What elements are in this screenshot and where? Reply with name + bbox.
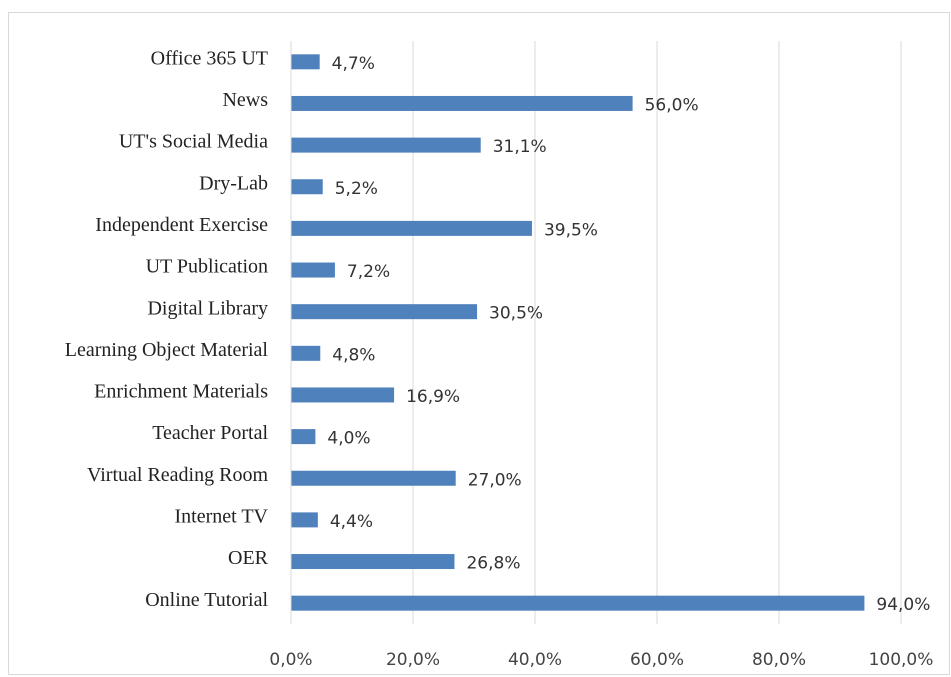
data-label: 16,9%: [406, 387, 460, 407]
data-label: 56,0%: [645, 95, 699, 115]
category-label: Independent Exercise: [95, 214, 268, 236]
data-label: 7,2%: [347, 262, 390, 282]
category-label: OER: [228, 547, 269, 569]
data-label: 94,0%: [876, 595, 930, 615]
bar: [291, 137, 481, 153]
x-tick-label: 40,0%: [508, 650, 562, 670]
bar: [291, 512, 318, 528]
category-label: Online Tutorial: [145, 589, 268, 611]
category-label: UT Publication: [146, 256, 268, 278]
category-label: Office 365 UT: [151, 47, 268, 69]
category-label: News: [222, 89, 268, 111]
category-label: Digital Library: [147, 297, 268, 319]
data-label: 4,4%: [330, 512, 373, 532]
category-label: Internet TV: [175, 505, 269, 527]
category-label: Learning Object Material: [65, 339, 269, 361]
data-label: 4,0%: [327, 429, 370, 449]
x-tick-label: 100,0%: [869, 650, 934, 670]
bar: [291, 554, 455, 570]
bar: [291, 179, 323, 195]
category-label: UT's Social Media: [119, 131, 268, 153]
bar: [291, 470, 456, 486]
category-label: Dry-Lab: [199, 172, 268, 194]
data-label: 27,0%: [468, 470, 522, 490]
bar: [291, 345, 321, 361]
data-label: 26,8%: [466, 554, 520, 574]
bar: [291, 304, 478, 320]
x-tick-label: 60,0%: [630, 650, 684, 670]
data-label: 39,5%: [544, 220, 598, 240]
data-label: 31,1%: [493, 137, 547, 157]
category-label: Teacher Portal: [152, 422, 268, 444]
category-label: Enrichment Materials: [94, 381, 268, 403]
category-label: Virtual Reading Room: [87, 464, 268, 486]
chart-border: [8, 12, 950, 675]
bar: [291, 54, 320, 70]
x-tick-label: 0,0%: [269, 650, 312, 670]
x-tick-label: 80,0%: [752, 650, 806, 670]
bar: [291, 220, 532, 236]
data-label: 4,7%: [332, 54, 375, 74]
data-label: 5,2%: [335, 179, 378, 199]
data-label: 4,8%: [332, 345, 375, 365]
data-label: 30,5%: [489, 304, 543, 324]
bar: [291, 429, 316, 445]
x-tick-label: 20,0%: [386, 650, 440, 670]
bar: [291, 595, 865, 611]
bar: [291, 95, 633, 111]
bar: [291, 262, 335, 278]
bar: [291, 387, 395, 403]
